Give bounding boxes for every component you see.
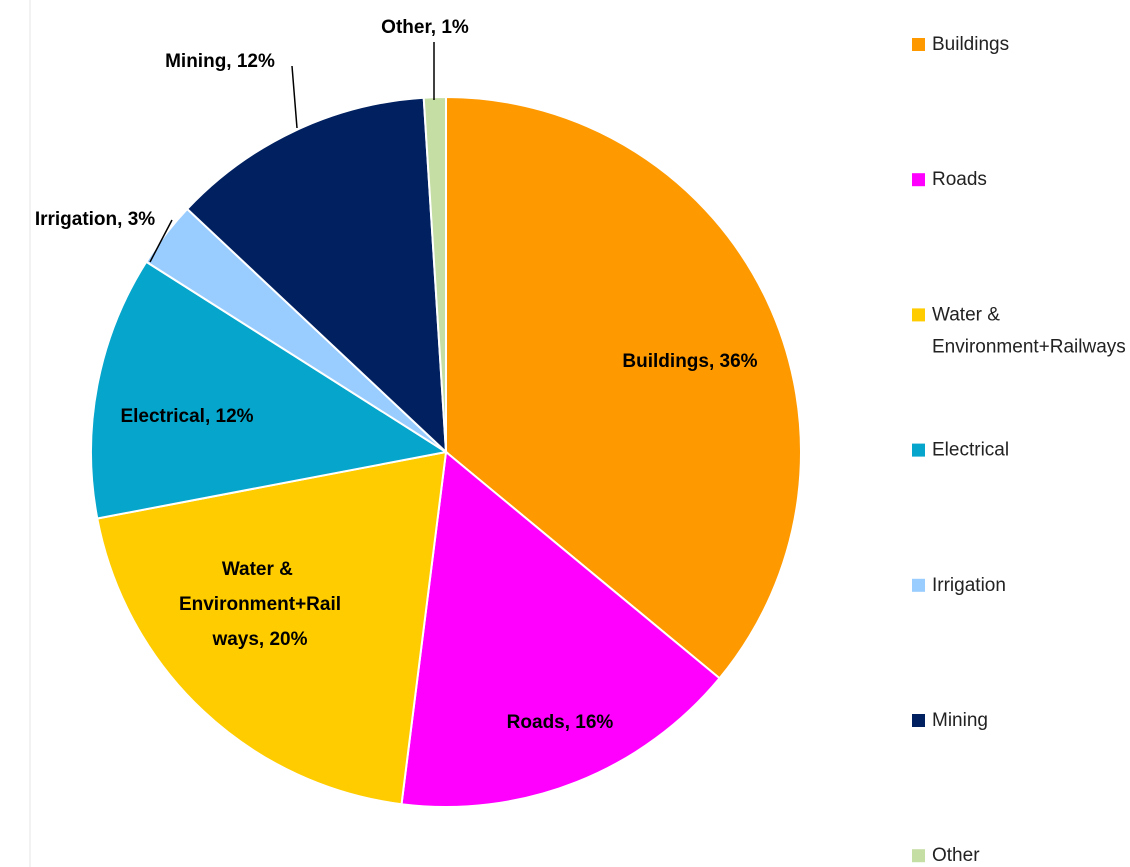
- legend-marker: [912, 849, 925, 863]
- legend-label: Mining: [932, 710, 988, 731]
- legend-marker: [912, 308, 925, 322]
- leader-line: [149, 219, 173, 263]
- pie-slice: [96, 450, 448, 806]
- legend-label: Electrical: [932, 440, 1009, 461]
- pie-slice: [400, 450, 721, 808]
- data-label: Other, 1%: [381, 17, 469, 38]
- legend-label: Buildings: [932, 34, 1009, 55]
- data-label: Irrigation, 3%: [35, 209, 155, 230]
- legend-marker: [912, 38, 925, 51]
- legend-marker: [912, 714, 925, 727]
- data-label: Mining, 12%: [165, 51, 275, 72]
- data-label: Roads, 16%: [507, 712, 614, 733]
- pie-slice: [422, 95, 447, 453]
- leader-line: [291, 65, 298, 129]
- pie-slice: [185, 96, 448, 455]
- legend-label: Roads: [932, 169, 987, 190]
- legend-marker: [912, 173, 925, 187]
- legend-label: Water & Environment+Railways: [932, 304, 1126, 357]
- pie-slice: [445, 95, 802, 680]
- legend-marker: [912, 443, 925, 457]
- legend-label: Other: [932, 845, 980, 866]
- legend-label: Irrigation: [932, 575, 1006, 596]
- data-label: Water & Environment+Rail ways, 20%: [179, 559, 341, 650]
- data-label: Electrical, 12%: [120, 406, 253, 427]
- legend-marker: [912, 578, 925, 592]
- pie-slice: [90, 260, 449, 520]
- data-label: Buildings, 36%: [622, 351, 757, 372]
